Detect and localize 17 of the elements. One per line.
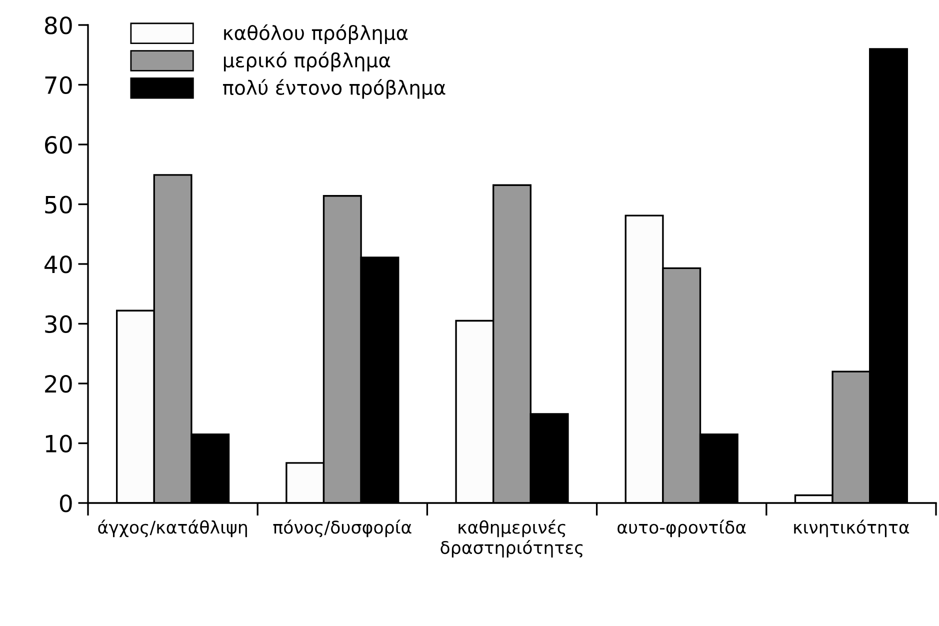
y-tick-label: 0 [60,494,72,512]
y-tick-label: 50 [45,196,72,214]
y-tick-label: 20 [45,374,72,393]
legend-label: μερικό πρόβλημα [224,52,390,72]
legend-label: καθόλου πρόβλημα [224,24,408,44]
y-tick-label: 10 [46,434,72,453]
x-tick-label: αυτο-φροντίδα [618,520,746,538]
legend-label: πολύ έντονο πρόβλημα [223,79,446,99]
y-tick-label: 70 [45,76,72,94]
y-tick-label: 60 [45,136,72,154]
x-tick-label: άγχος/κατάθλιψη [98,520,247,538]
y-tick-label: 80 [44,16,72,34]
x-tick-label: καθημερινές δραστηριότητες [440,520,583,558]
x-tick-label: κινητικότητα [794,520,910,538]
y-tick-label: 30 [45,315,72,334]
y-tick-label: 40 [44,255,72,274]
x-tick-label: πόνος/δυσφορία [273,520,412,538]
